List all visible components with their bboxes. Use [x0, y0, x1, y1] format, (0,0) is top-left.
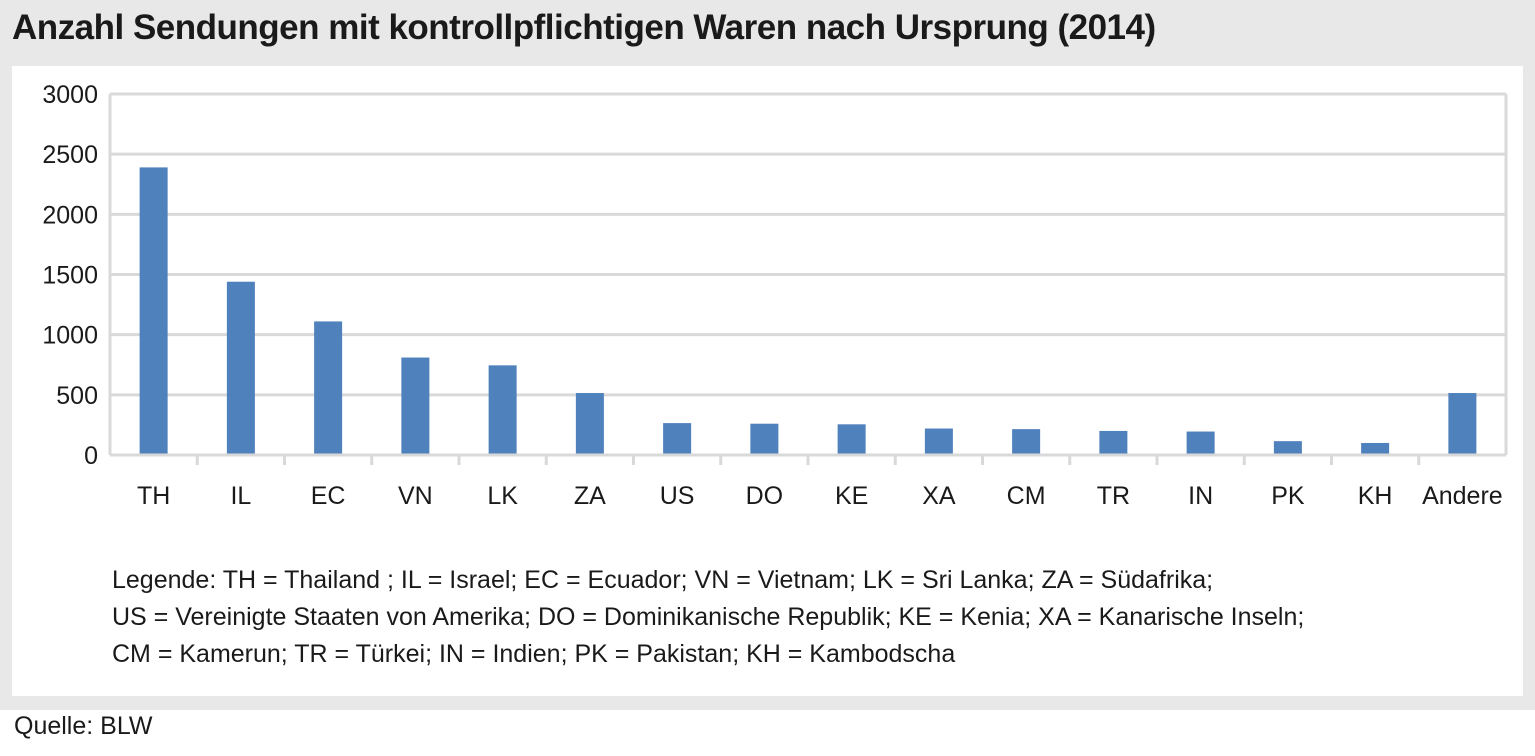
x-tick-label: Andere — [1422, 482, 1503, 510]
bar-us — [663, 423, 692, 455]
x-tick-label: DO — [746, 482, 784, 510]
bar-lk — [488, 365, 517, 455]
bar-kh — [1361, 442, 1390, 455]
bar-ec — [314, 321, 343, 455]
x-tick-label: IN — [1188, 482, 1213, 510]
y-tick-label: 0 — [84, 442, 98, 470]
x-tick-label: KE — [835, 482, 868, 510]
y-tick-label: 1500 — [42, 262, 98, 290]
source-note: Quelle: BLW — [14, 712, 153, 740]
bar-th — [139, 167, 168, 456]
x-tick-label: CM — [1007, 482, 1046, 510]
y-tick-label: 1000 — [42, 322, 98, 350]
bar-tr — [1099, 430, 1128, 455]
bar-pk — [1273, 441, 1302, 455]
x-tick-label: LK — [487, 482, 518, 510]
legend-line: US = Vereinigte Staaten von Amerika; DO … — [112, 603, 1305, 631]
x-tick-label: VN — [398, 482, 433, 510]
bar-vn — [401, 357, 430, 455]
title-bar: Anzahl Sendungen mit kontrollpflichtigen… — [0, 0, 1535, 66]
x-axis — [110, 453, 1506, 465]
chart-frame — [0, 66, 1535, 710]
chart-title: Anzahl Sendungen mit kontrollpflichtigen… — [12, 8, 1156, 47]
bar-cm — [1012, 429, 1041, 455]
gridlines — [108, 92, 1508, 455]
y-tick-label: 2500 — [42, 141, 98, 169]
x-tick-label: EC — [311, 482, 346, 510]
x-tick-label: PK — [1271, 482, 1305, 510]
bar-xa — [924, 428, 953, 455]
x-tick-label: KH — [1358, 482, 1393, 510]
bar-za — [575, 393, 604, 455]
bar-andere — [1448, 393, 1477, 455]
legend-line: Legende: TH = Thailand ; IL = Israel; EC… — [112, 566, 1214, 594]
bar-in — [1186, 431, 1215, 455]
bar-ke — [837, 424, 866, 455]
x-axis-ticks: TH IL EC VN LK ZA US DO KE XA CM TR IN PK KH Andere — [137, 482, 1503, 510]
x-tick-label: IL — [230, 482, 251, 510]
y-axis-ticks: 0 500 1000 1500 2000 2500 3000 — [42, 81, 98, 470]
bar-chart: 0 500 1000 1500 2000 2500 3000 TH IL EC VN LK ZA US D… — [42, 81, 1508, 510]
y-tick-label: 500 — [56, 382, 98, 410]
y-tick-label: 3000 — [42, 81, 98, 109]
x-tick-label: TH — [137, 482, 170, 510]
y-tick-label: 2000 — [42, 201, 98, 229]
x-tick-label: XA — [922, 482, 956, 510]
bar-do — [750, 423, 779, 455]
bar-il — [226, 281, 255, 455]
bars — [139, 167, 1477, 456]
legend-line: CM = Kamerun; TR = Türkei; IN = Indien; … — [112, 640, 956, 668]
chart-panel — [12, 66, 1523, 696]
x-tick-label: TR — [1097, 482, 1130, 510]
legend-text: Legende: TH = Thailand ; IL = Israel; EC… — [112, 562, 1512, 673]
x-tick-label: ZA — [574, 482, 606, 510]
x-tick-label: US — [660, 482, 695, 510]
